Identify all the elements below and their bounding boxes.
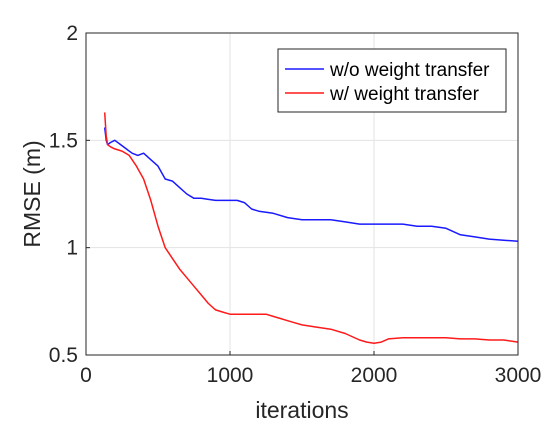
- y-axis-title: RMSE (m): [19, 140, 45, 247]
- x-tick-label: 1000: [207, 364, 254, 387]
- legend: w/o weight transfer w/ weight transfer: [277, 48, 507, 113]
- x-tick-label: 0: [80, 364, 92, 387]
- series-line-w-o-weight-transfer: [103, 127, 519, 242]
- plot-frame: [85, 32, 519, 356]
- legend-label-w-o-weight-transfer: w/o weight transfer: [329, 60, 490, 81]
- axis-ticks: 0 1000 2000 3000 0.5 1 1.5 2: [49, 22, 542, 387]
- y-tick-label: 1: [66, 237, 78, 260]
- legend-label-w-weight-transfer: w/ weight transfer: [329, 84, 480, 105]
- x-tick-label: 2000: [351, 364, 398, 387]
- y-tick-label: 2: [66, 22, 78, 45]
- x-axis-title: iterations: [255, 397, 348, 423]
- series-layer: [103, 112, 519, 344]
- x-tick-label: 3000: [495, 364, 542, 387]
- series-line-w-weight-transfer: [103, 112, 519, 344]
- y-tick-label: 1.5: [49, 129, 78, 152]
- y-tick-label: 0.5: [49, 344, 78, 367]
- legend-box: [277, 48, 507, 113]
